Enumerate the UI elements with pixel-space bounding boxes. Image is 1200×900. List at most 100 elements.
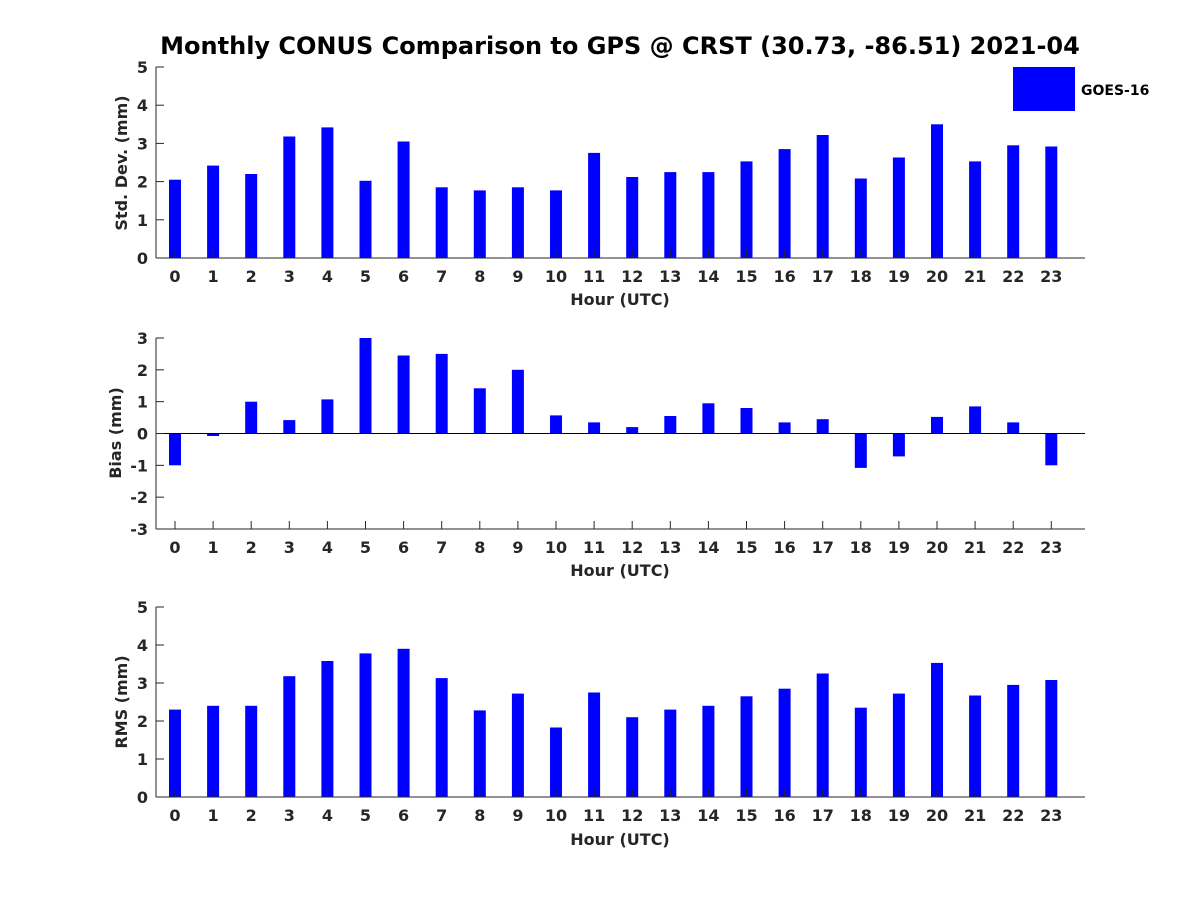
bar-bias-hour-0 [169,433,181,466]
x-tick-label-bias: 6 [398,538,409,557]
x-tick-label-std-dev: 14 [697,267,719,286]
x-tick-label-rms: 1 [208,806,219,825]
x-tick-label-std-dev: 9 [512,267,523,286]
x-tick-label-bias: 22 [1002,538,1024,557]
x-tick-label-rms: 19 [888,806,910,825]
bar-rms-hour-22 [1007,684,1020,797]
y-tick-label-bias: -1 [130,456,148,475]
bar-rms-hour-15 [740,696,753,797]
x-tick-label-rms: 18 [850,806,872,825]
y-tick-label-rms: 2 [137,712,148,731]
chart-title: Monthly CONUS Comparison to GPS @ CRST (… [160,32,1080,60]
bar-rms-hour-3 [283,676,296,797]
x-tick-label-bias: 5 [360,538,371,557]
bar-rms-hour-0 [169,709,181,797]
bar-rms-hour-23 [1045,680,1058,797]
bar-bias-hour-13 [664,416,677,434]
x-tick-label-bias: 23 [1040,538,1062,557]
x-tick-label-rms: 21 [964,806,986,825]
bar-std-dev-hour-0 [169,179,181,258]
x-tick-label-bias: 7 [436,538,447,557]
bar-bias-hour-21 [969,406,982,434]
x-tick-label-std-dev: 16 [773,267,795,286]
y-tick-label-bias: -2 [130,488,148,507]
x-axis-label-std-dev: Hour (UTC) [570,290,670,309]
bar-std-dev-hour-13 [664,172,677,258]
x-tick-label-bias: 20 [926,538,948,557]
bar-bias-hour-12 [626,427,639,434]
bar-bias-hour-15 [740,408,753,434]
bar-bias-hour-11 [588,422,601,434]
bar-std-dev-hour-3 [283,136,296,258]
x-tick-label-bias: 12 [621,538,643,557]
x-tick-label-rms: 13 [659,806,681,825]
bar-std-dev-hour-22 [1007,145,1020,258]
x-tick-label-std-dev: 0 [169,267,180,286]
bar-rms-hour-1 [207,705,220,797]
y-tick-label-std-dev: 4 [137,96,148,115]
bar-rms-hour-10 [550,727,562,797]
x-tick-label-rms: 12 [621,806,643,825]
bar-std-dev-hour-2 [245,174,258,258]
y-tick-label-bias: 2 [137,361,148,380]
x-tick-label-rms: 17 [812,806,834,825]
bar-std-dev-hour-12 [626,177,639,258]
x-tick-label-rms: 14 [697,806,719,825]
x-tick-label-std-dev: 10 [545,267,567,286]
bar-std-dev-hour-10 [550,190,562,258]
bar-std-dev-hour-23 [1045,146,1058,258]
y-tick-label-std-dev: 5 [137,58,148,77]
x-tick-label-std-dev: 13 [659,267,681,286]
bar-std-dev-hour-20 [931,124,943,258]
bar-rms-hour-7 [435,678,448,797]
bar-bias-hour-2 [245,401,258,434]
x-tick-label-rms: 8 [474,806,485,825]
x-tick-label-rms: 23 [1040,806,1062,825]
x-tick-label-std-dev: 15 [735,267,757,286]
legend: GOES-16 [1013,67,1149,111]
bar-std-dev-hour-9 [511,187,524,258]
x-tick-label-std-dev: 6 [398,267,409,286]
x-tick-label-rms: 15 [735,806,757,825]
x-tick-label-rms: 10 [545,806,567,825]
bar-rms-hour-6 [397,648,410,797]
bar-rms-hour-12 [626,717,639,797]
bar-bias-hour-16 [778,422,791,434]
x-tick-label-std-dev: 19 [888,267,910,286]
y-tick-label-rms: 0 [137,788,148,807]
x-tick-label-rms: 11 [583,806,605,825]
bar-std-dev-hour-5 [359,180,372,258]
bar-std-dev-hour-1 [207,165,220,258]
x-tick-label-rms: 6 [398,806,409,825]
x-tick-label-std-dev: 17 [812,267,834,286]
x-tick-label-std-dev: 8 [474,267,485,286]
y-tick-label-bias: 0 [137,425,148,444]
x-tick-label-bias: 1 [208,538,219,557]
bar-bias-hour-22 [1007,422,1020,434]
bar-std-dev-hour-18 [854,178,867,258]
x-tick-label-bias: 21 [964,538,986,557]
bar-rms-hour-5 [359,653,372,797]
bar-bias-hour-18 [854,433,867,468]
x-tick-label-std-dev: 11 [583,267,605,286]
x-tick-label-rms: 7 [436,806,447,825]
bar-bias-hour-14 [702,403,715,434]
bar-rms-hour-16 [778,688,791,797]
bar-rms-hour-9 [511,693,524,797]
bar-std-dev-hour-6 [397,141,410,258]
bar-bias-hour-3 [283,420,296,434]
bar-rms-hour-4 [321,661,334,797]
y-tick-label-std-dev: 2 [137,173,148,192]
legend-swatch [1013,67,1075,111]
x-tick-label-std-dev: 20 [926,267,948,286]
x-tick-label-rms: 2 [246,806,257,825]
x-tick-label-std-dev: 18 [850,267,872,286]
bar-std-dev-hour-17 [816,135,829,258]
x-tick-label-bias: 9 [512,538,523,557]
x-tick-label-bias: 4 [322,538,333,557]
bar-bias-hour-1 [207,433,220,436]
x-axis-label-rms: Hour (UTC) [570,830,670,849]
bar-std-dev-hour-15 [740,161,753,258]
x-tick-label-std-dev: 23 [1040,267,1062,286]
